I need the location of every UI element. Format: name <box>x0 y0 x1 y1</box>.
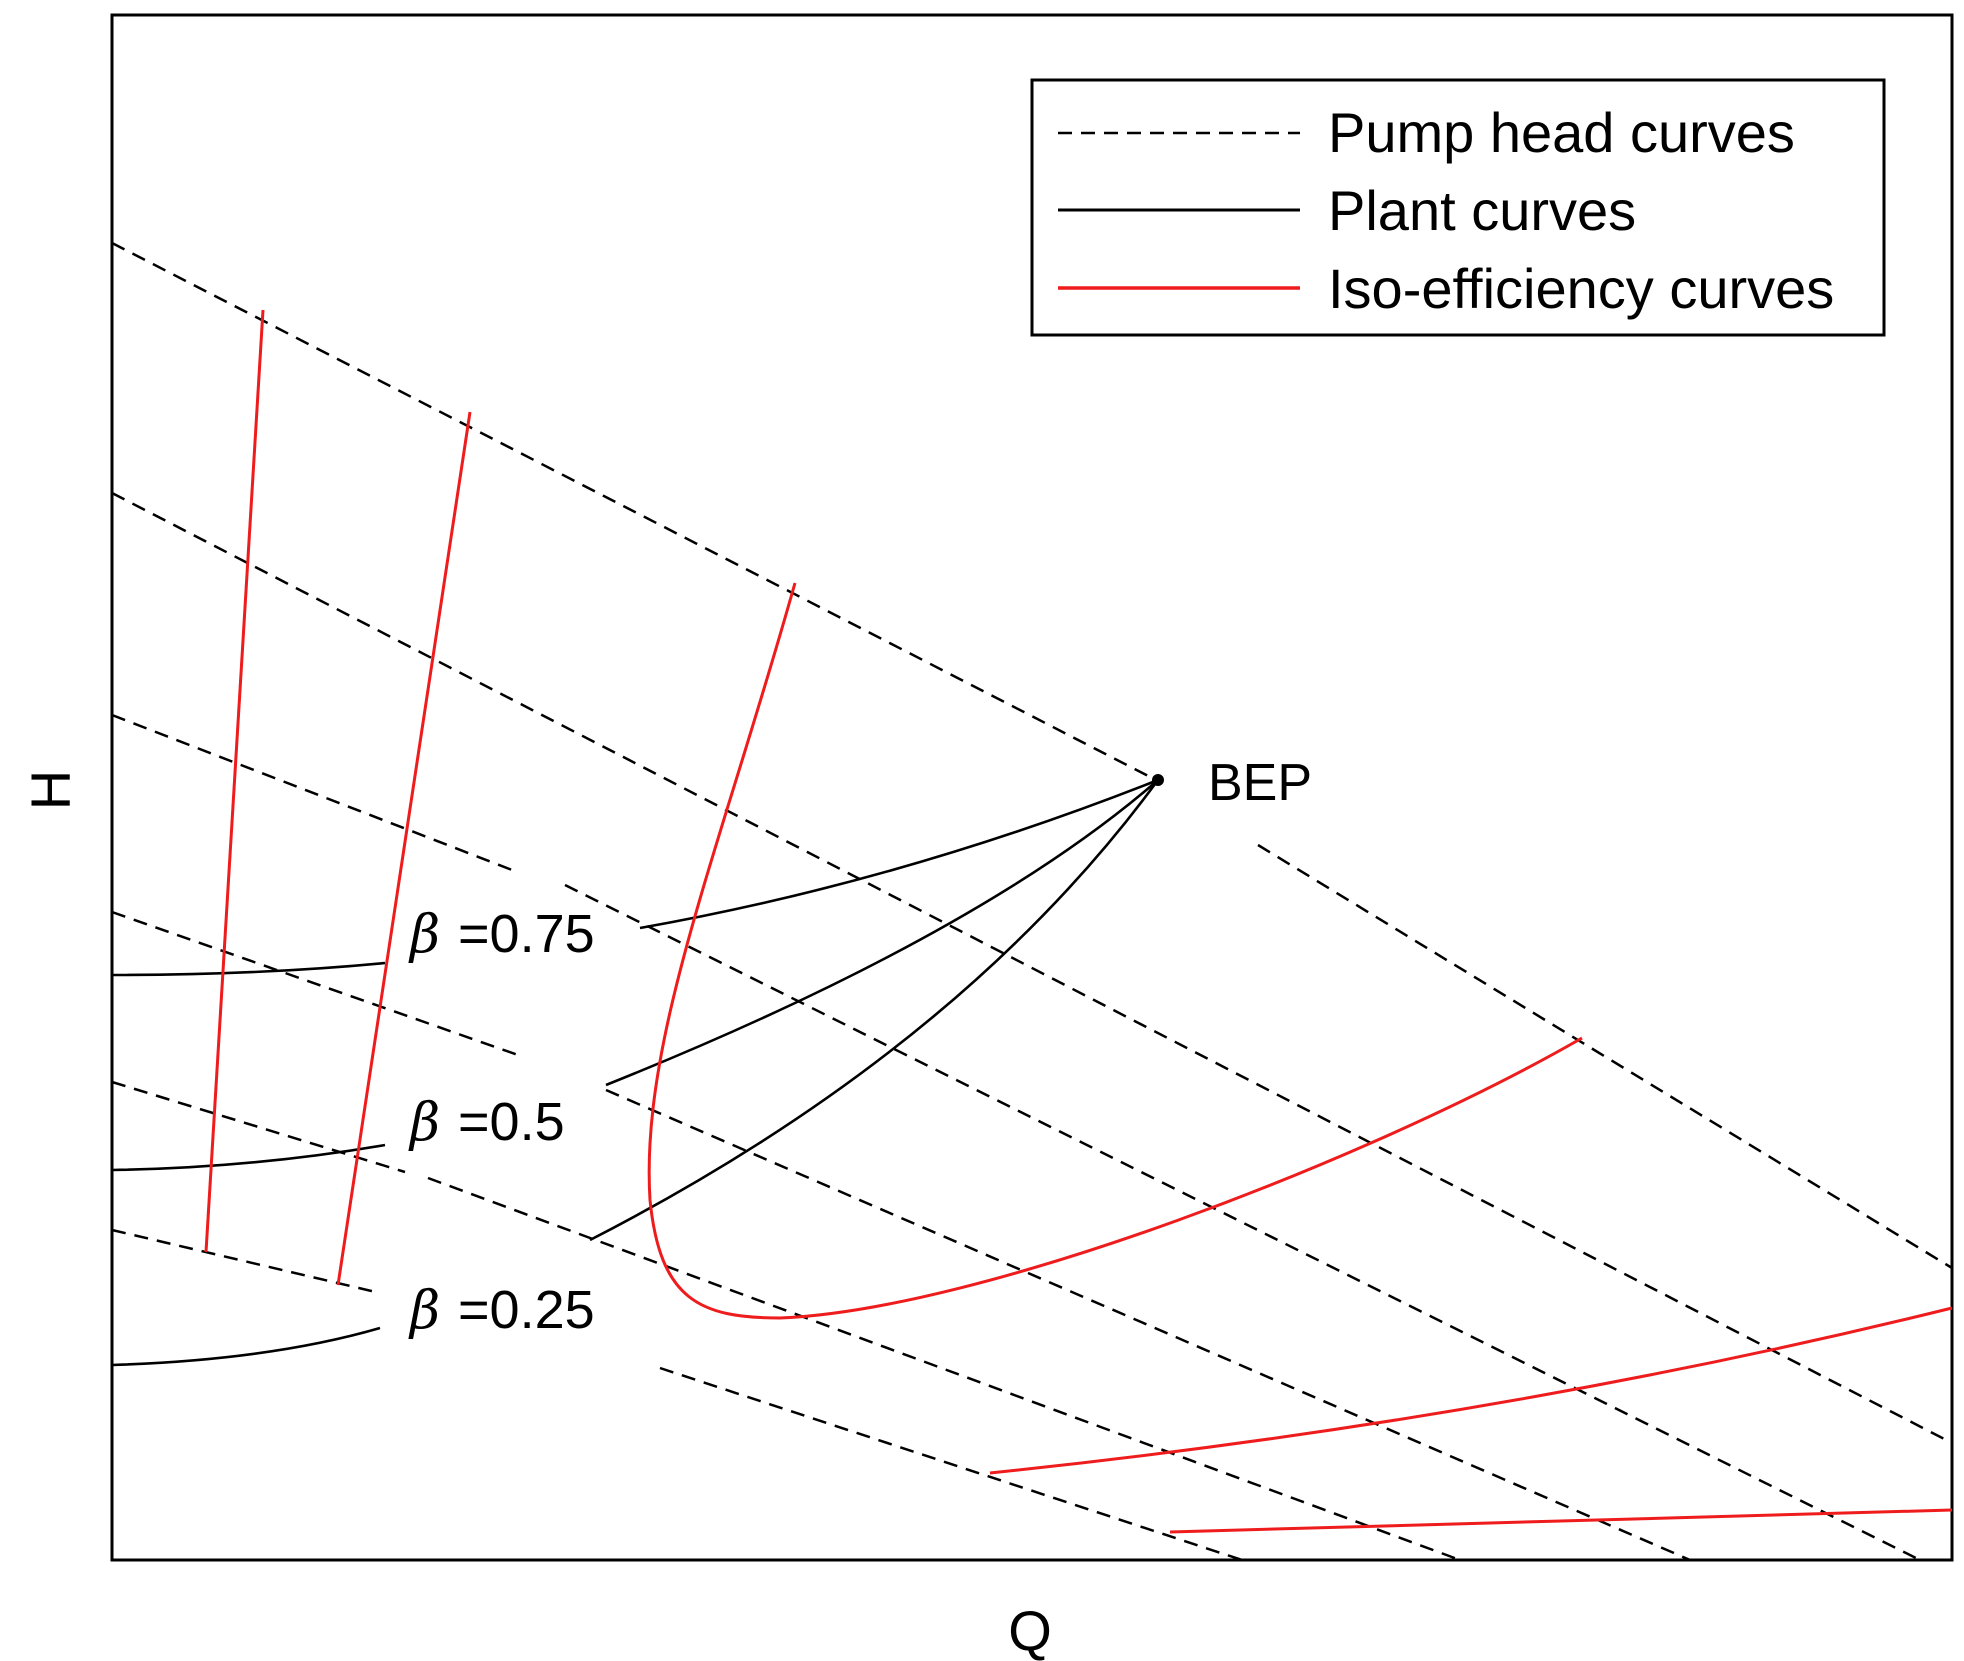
beta-value: =0.75 <box>458 904 595 964</box>
y-axis-label: H <box>19 770 82 810</box>
pump-head-curve-1b <box>1257 843 1953 1270</box>
beta-label-075: β =0.75 <box>408 904 595 965</box>
pump-head-curve-4 <box>111 910 519 1057</box>
iso-efficiency-line-1 <box>204 309 265 1253</box>
legend-box <box>1030 78 1886 337</box>
beta-value: =0.5 <box>458 1092 565 1152</box>
legend-label-iso-efficiency: Iso-efficiency curves <box>1328 257 1834 320</box>
iso-efficiency-line-2 <box>336 411 472 1286</box>
beta-symbol: β <box>408 1281 440 1341</box>
plant-curve-050-right <box>605 779 1159 1087</box>
pump-head-curves <box>111 241 1953 1562</box>
beta-label-050: β =0.5 <box>408 1092 565 1153</box>
beta-symbol: β <box>408 1093 440 1153</box>
bep-point <box>1152 774 1164 786</box>
plant-curve-075-left <box>111 961 386 977</box>
pump-head-curve-2 <box>111 491 1953 1445</box>
pump-head-curve-1 <box>111 241 1157 782</box>
legend-label-pump-head: Pump head curves <box>1328 101 1795 164</box>
beta-value: =0.25 <box>458 1280 595 1340</box>
plant-curve-075-right <box>639 778 1159 930</box>
bep-label: BEP <box>1208 754 1312 812</box>
iso-efficiency-u-curve <box>647 582 1583 1320</box>
pump-head-curve-4b <box>605 1088 1691 1562</box>
plant-curve-025-left <box>111 1326 381 1367</box>
iso-efficiency-lower-1 <box>989 1306 1953 1475</box>
plant-curves <box>111 778 1160 1367</box>
plant-curve-050-left <box>111 1143 386 1172</box>
pump-head-curve-3 <box>111 713 513 872</box>
legend: Pump head curves Plant curves Iso-effici… <box>1030 78 1886 337</box>
beta-symbol: β <box>408 905 440 965</box>
pump-head-curve-6b <box>659 1366 1243 1562</box>
x-axis-label: Q <box>1008 1599 1052 1661</box>
iso-efficiency-lower-2 <box>1169 1508 1953 1534</box>
iso-efficiency-curves <box>204 309 1953 1534</box>
plant-curve-025-right <box>589 779 1160 1242</box>
beta-label-025: β =0.25 <box>408 1280 595 1341</box>
legend-label-plant: Plant curves <box>1328 179 1636 242</box>
